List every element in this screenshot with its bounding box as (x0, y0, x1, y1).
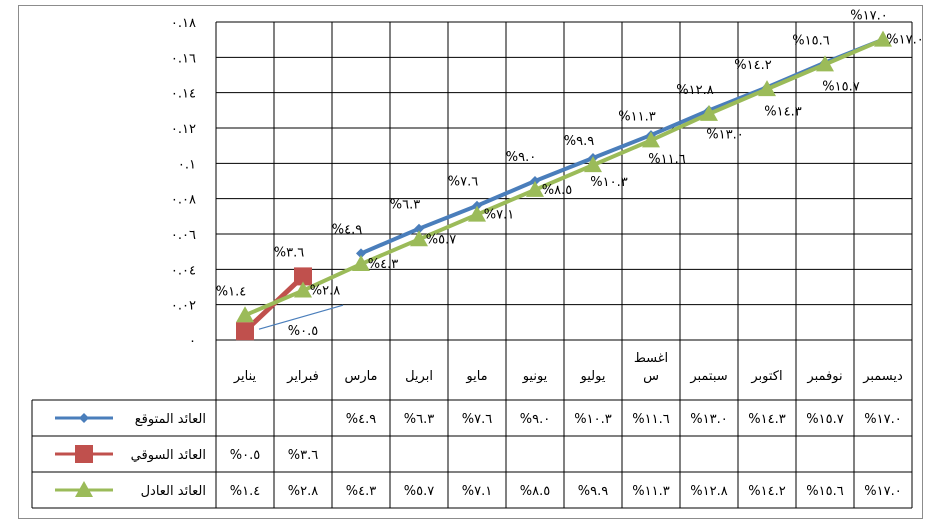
x-category-label: مايو (465, 369, 487, 384)
data-label: %١١.٦ (648, 152, 685, 167)
data-label: %٤.٩ (332, 222, 362, 237)
table-value: %٣.٦ (288, 448, 318, 463)
table-value: %٧.١ (462, 484, 492, 499)
series-marker (356, 248, 366, 259)
data-label: %٩.٩ (564, 134, 594, 149)
data-label: %١.٤ (216, 284, 246, 299)
data-label: %٠.٥ (288, 324, 318, 339)
series-marker (700, 104, 718, 121)
table-value: %١٧.٠ (864, 412, 901, 427)
y-tick-label: ٠.١٦ (171, 51, 196, 66)
series-marker (758, 80, 776, 97)
x-category-label: ابريل (405, 369, 433, 384)
series-marker (468, 205, 486, 222)
data-label: %١٧.٠ (850, 9, 887, 24)
series-marker (410, 230, 428, 247)
series-marker (414, 223, 424, 234)
x-category-label: يونيو (522, 369, 548, 384)
table-value: %٠.٥ (230, 448, 260, 463)
legend-marker (79, 413, 89, 423)
table-value: %١١.٦ (632, 412, 669, 427)
data-label: %١٤.٣ (764, 104, 801, 119)
x-category-label: يوليو (580, 369, 606, 384)
y-tick-label: ٠.١٨ (171, 16, 196, 31)
data-label: %٧.١ (484, 208, 514, 223)
table-value: %١٥.٦ (806, 484, 843, 499)
table-value: %٥.٧ (404, 484, 434, 499)
data-label: %٥.٧ (426, 232, 456, 247)
series-marker (294, 281, 312, 298)
y-tick-label: ٠.٠٨ (171, 193, 196, 208)
y-tick-label: ٠.١ (178, 157, 196, 172)
series-line (244, 37, 884, 318)
y-tick-label: ٠.٠٤ (171, 263, 196, 278)
data-label: %١٠.٣ (590, 175, 627, 190)
table-value: %١٥.٧ (806, 412, 843, 427)
legend-label: العائد العادل (141, 484, 206, 499)
x-category-label: اكتوبر (750, 369, 782, 384)
series-marker (874, 30, 892, 47)
table-value: %٤.٩ (346, 412, 376, 427)
table-value: %٨.٥ (520, 484, 550, 499)
table-value: %٢.٨ (288, 484, 318, 499)
x-category-label: يناير (233, 369, 257, 384)
y-tick-label: ٠.٠٢ (171, 299, 196, 314)
chart-frame (18, 5, 923, 519)
series-marker (236, 306, 254, 323)
table-value: %١٠.٣ (574, 412, 611, 427)
x-category-label: سبتمبر (689, 369, 727, 384)
table-value: %١١.٣ (632, 484, 669, 499)
y-tick-label: ٠ (189, 334, 196, 349)
table-value: %٧.٦ (462, 412, 492, 427)
legend-marker (75, 445, 93, 463)
table-value: %١٤.٢ (748, 484, 785, 499)
data-label: %٨.٥ (542, 183, 572, 198)
series-marker (236, 322, 254, 341)
x-category-label: ديسمبر (862, 369, 903, 384)
data-label: %١٥.٦ (792, 33, 829, 48)
data-label: %٧.٦ (448, 175, 478, 190)
data-label: %٤.٣ (368, 257, 398, 272)
data-label: %٢.٨ (310, 284, 340, 299)
data-label: %١٧.٠ (886, 33, 923, 48)
data-label: %١٣.٠ (706, 127, 743, 142)
x-category-label: س (643, 369, 659, 384)
x-category-label: مارس (344, 369, 377, 384)
series-marker (352, 255, 370, 272)
x-category-label: نوفمبر (806, 369, 842, 384)
y-tick-label: ٠.١٤ (171, 87, 196, 102)
data-label: %٦.٣ (390, 198, 420, 213)
table-value: %١٢.٨ (690, 484, 727, 499)
y-tick-label: ٠.٠٦ (171, 228, 196, 243)
data-label: %١٤.٢ (734, 58, 771, 73)
y-tick-label: ٠.١٢ (171, 122, 196, 137)
table-value: %١.٤ (230, 484, 260, 499)
x-category-label: اغسط (634, 351, 668, 366)
table-value: %٦.٣ (404, 412, 434, 427)
table-value: %١٧.٠ (864, 484, 901, 499)
table-value: %١٣.٠ (690, 412, 727, 427)
legend-label: العائد السوقي (131, 448, 206, 463)
data-label: %٣.٦ (274, 245, 304, 260)
data-label: %١٢.٨ (676, 83, 713, 98)
table-value: %٤.٣ (346, 484, 376, 499)
data-label: %١٥.٧ (822, 80, 859, 95)
table-value: %٩.٠ (520, 412, 550, 427)
table-value: %٩.٩ (578, 484, 608, 499)
legend-marker (75, 481, 93, 497)
series-marker (816, 55, 834, 72)
series-marker (642, 131, 660, 148)
series-marker (526, 180, 544, 197)
series-marker (584, 156, 602, 173)
data-label: %٩.٠ (506, 150, 536, 165)
table-value: %١٤.٣ (748, 412, 785, 427)
data-label: %١١.٣ (618, 109, 655, 124)
callout-line (258, 304, 344, 330)
series-marker (294, 267, 312, 286)
x-category-label: فبراير (286, 369, 319, 384)
legend-label: العائد المتوقع (135, 412, 206, 427)
